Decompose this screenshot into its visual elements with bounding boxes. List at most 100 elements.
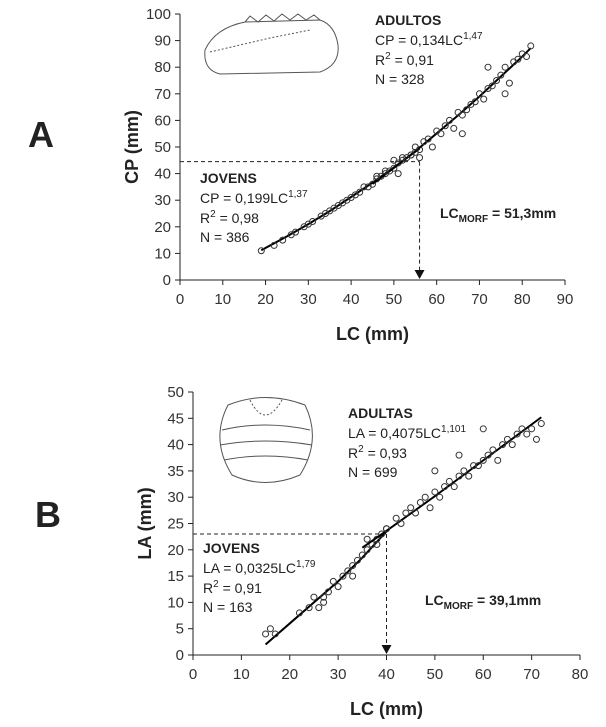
x-tick-label: 0 xyxy=(176,291,184,308)
x-tick-label: 30 xyxy=(300,291,317,308)
group-title: JOVENS xyxy=(203,540,260,556)
x-tick-label: 60 xyxy=(475,666,492,683)
point xyxy=(397,520,405,527)
x-tick-label: 10 xyxy=(233,666,250,683)
x-axis-label: LC (mm) xyxy=(336,324,409,344)
point xyxy=(508,441,516,449)
r-squared-after: = 0,98 xyxy=(216,210,259,226)
point xyxy=(390,164,398,172)
point xyxy=(499,441,507,449)
threshold-label-after: = 51,3mm xyxy=(488,205,556,221)
point xyxy=(394,170,402,178)
point xyxy=(363,535,371,543)
point xyxy=(381,167,389,175)
point xyxy=(266,625,274,633)
y-tick-label: 30 xyxy=(167,489,184,506)
point xyxy=(353,556,361,564)
point xyxy=(426,504,434,512)
r-squared-main: R xyxy=(203,580,213,596)
x-tick-label: 30 xyxy=(330,666,347,683)
r-squared-sup: 2 xyxy=(358,444,364,455)
point xyxy=(480,95,488,103)
point xyxy=(271,630,279,638)
threshold-arrow xyxy=(414,270,425,279)
y-axis-label: CP (mm) xyxy=(122,110,142,184)
threshold-label-sub: MORF xyxy=(444,601,473,612)
point xyxy=(383,525,390,533)
point xyxy=(479,425,487,433)
y-tick-label: 5 xyxy=(176,621,184,638)
point xyxy=(450,483,458,491)
r-squared: R2 = 0,98 xyxy=(200,209,259,226)
point xyxy=(369,180,376,188)
y-tick-label: 10 xyxy=(167,594,184,611)
r-squared-main: R xyxy=(375,52,385,68)
point xyxy=(446,116,453,124)
r-squared-sup: 2 xyxy=(385,51,391,62)
y-tick-label: 40 xyxy=(154,166,171,183)
y-tick-label: 45 xyxy=(167,410,184,427)
point xyxy=(441,122,449,130)
equation: CP = 0,134LC1,47 xyxy=(375,31,483,48)
x-tick-label: 50 xyxy=(386,291,403,308)
x-tick-label: 0 xyxy=(189,666,197,683)
point xyxy=(460,467,468,475)
point xyxy=(349,572,357,580)
point xyxy=(527,42,535,50)
point xyxy=(463,106,471,114)
y-tick-label: 15 xyxy=(167,568,184,585)
x-tick-label: 20 xyxy=(257,291,274,308)
point xyxy=(373,541,381,549)
y-tick-label: 30 xyxy=(154,192,171,209)
point xyxy=(523,53,530,61)
point xyxy=(309,217,317,225)
point xyxy=(356,188,364,196)
point xyxy=(484,63,492,71)
abdomen-illustration xyxy=(219,397,313,483)
equation-main: CP = 0,134LC xyxy=(375,32,463,48)
fit-line xyxy=(264,530,388,646)
y-tick-label: 50 xyxy=(154,139,171,156)
r-squared: R2 = 0,93 xyxy=(348,444,407,461)
equation-main: LA = 0,0325LC xyxy=(203,560,296,576)
point xyxy=(518,425,526,433)
point xyxy=(363,546,371,554)
point xyxy=(436,493,444,501)
claw-illustration xyxy=(204,13,339,75)
y-tick-label: 80 xyxy=(154,59,171,76)
point xyxy=(398,154,406,162)
x-tick-label: 70 xyxy=(523,666,540,683)
equation-sup: 1,37 xyxy=(288,189,308,200)
x-tick-label: 80 xyxy=(514,291,531,308)
threshold-label-sub: MORF xyxy=(459,214,488,225)
x-tick-label: 70 xyxy=(471,291,488,308)
point xyxy=(257,247,265,255)
point xyxy=(450,124,458,132)
y-tick-label: 20 xyxy=(167,542,184,559)
y-tick-label: 20 xyxy=(154,219,171,236)
point xyxy=(479,456,487,464)
point xyxy=(497,71,505,79)
point xyxy=(411,143,419,151)
y-tick-label: 90 xyxy=(154,33,171,50)
threshold-label: LCMORF = 51,3mm xyxy=(440,205,556,225)
point xyxy=(514,55,522,63)
point xyxy=(412,509,420,517)
point xyxy=(310,593,318,601)
point xyxy=(292,228,299,236)
point xyxy=(505,79,513,87)
point xyxy=(474,462,482,470)
point xyxy=(503,435,511,443)
point xyxy=(458,111,466,119)
point xyxy=(295,609,303,617)
point xyxy=(329,577,337,585)
y-tick-label: 60 xyxy=(154,112,171,129)
point xyxy=(493,77,501,84)
point xyxy=(358,551,366,559)
point xyxy=(445,477,453,485)
point xyxy=(334,583,342,591)
point xyxy=(407,504,415,512)
point xyxy=(421,493,429,501)
r-squared-after: = 0,91 xyxy=(219,580,262,596)
